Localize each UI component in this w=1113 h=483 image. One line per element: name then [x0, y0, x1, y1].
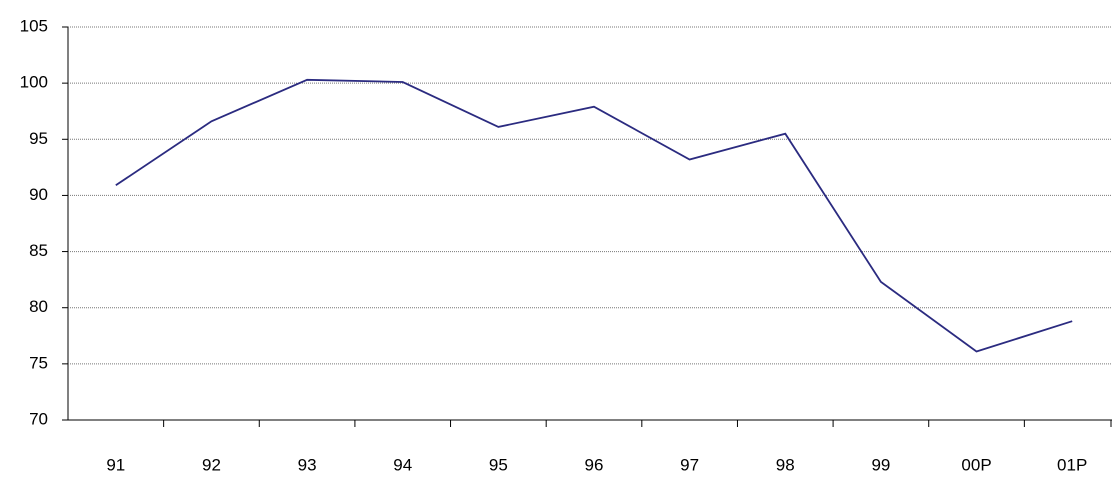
x-tick-label: 91 — [106, 455, 125, 474]
x-tick-label: 96 — [585, 455, 604, 474]
y-tick-label: 95 — [29, 129, 48, 148]
x-tick-label: 94 — [393, 455, 412, 474]
x-tick-label: 00P — [961, 455, 991, 474]
y-tick-label: 105 — [20, 16, 48, 35]
y-tick-label: 75 — [29, 353, 48, 372]
x-tick-label: 92 — [202, 455, 221, 474]
x-tick-label: 95 — [489, 455, 508, 474]
y-tick-label: 85 — [29, 241, 48, 260]
x-tick-label: 98 — [776, 455, 795, 474]
x-tick-label: 97 — [680, 455, 699, 474]
y-tick-label: 70 — [29, 409, 48, 428]
y-tick-label: 90 — [29, 185, 48, 204]
y-tick-label: 100 — [20, 73, 48, 92]
x-tick-label: 99 — [871, 455, 890, 474]
x-tick-label: 01P — [1057, 455, 1087, 474]
x-tick-label: 93 — [298, 455, 317, 474]
y-tick-label: 80 — [29, 297, 48, 316]
data-line — [115, 78, 1073, 353]
